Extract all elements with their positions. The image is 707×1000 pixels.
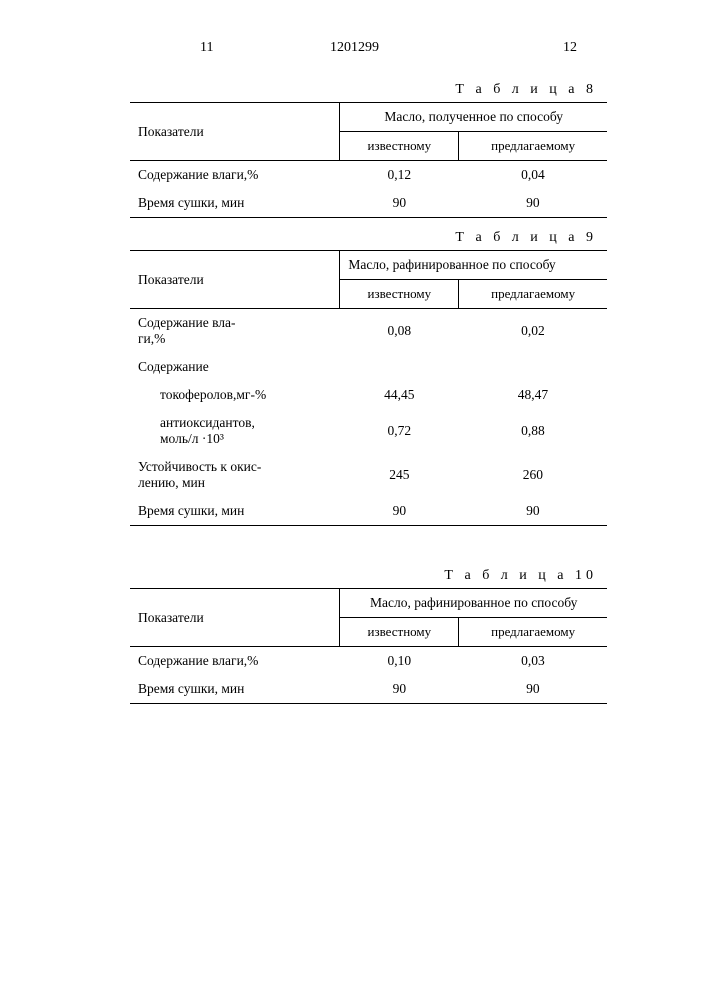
table9-col-known: известному <box>340 280 459 309</box>
row-known: 0,08 <box>340 309 459 354</box>
row-label: антиоксидантов,моль/л ·10³ <box>130 409 340 453</box>
row-known <box>340 353 459 381</box>
table-row: Содержание влаги,% 0,12 0,04 <box>130 161 607 190</box>
table8: Показатели Масло, полученное по способу … <box>130 102 607 218</box>
row-label: Содержание вла-ги,% <box>130 309 340 354</box>
table8-col-param: Показатели <box>130 103 340 161</box>
row-label: Время сушки, мин <box>130 675 340 704</box>
table9-col-param: Показатели <box>130 251 340 309</box>
row-label: Время сушки, мин <box>130 497 340 526</box>
table-row: антиоксидантов,моль/л ·10³ 0,72 0,88 <box>130 409 607 453</box>
table-row: Устойчивость к окис-лению, мин 245 260 <box>130 453 607 497</box>
page-header: 11 1201299 12 <box>130 40 607 70</box>
row-known: 0,10 <box>340 647 459 676</box>
table8-col-group: Масло, полученное по способу <box>340 103 607 132</box>
table10-caption: Т а б л и ц а 10 <box>130 568 597 584</box>
row-proposed: 90 <box>459 675 607 704</box>
table8-col-proposed: предлагаемому <box>459 132 607 161</box>
row-known: 0,12 <box>340 161 459 190</box>
table-row: Содержание вла-ги,% 0,08 0,02 <box>130 309 607 354</box>
row-proposed: 0,03 <box>459 647 607 676</box>
row-label: Время сушки, мин <box>130 189 340 218</box>
row-label: Содержание <box>130 353 340 381</box>
table9-col-proposed: предлагаемому <box>459 280 607 309</box>
row-proposed: 260 <box>459 453 607 497</box>
row-proposed: 48,47 <box>459 381 607 409</box>
page-number-left: 11 <box>200 40 213 56</box>
row-known: 90 <box>340 189 459 218</box>
row-known: 90 <box>340 497 459 526</box>
table10: Показатели Масло, рафинированное по спос… <box>130 588 607 704</box>
row-proposed: 0,02 <box>459 309 607 354</box>
row-proposed: 90 <box>459 497 607 526</box>
row-label: токоферолов,мг-% <box>130 381 340 409</box>
row-label: Содержание влаги,% <box>130 161 340 190</box>
table8-caption: Т а б л и ц а 8 <box>130 82 597 98</box>
table-row: Время сушки, мин 90 90 <box>130 675 607 704</box>
row-proposed: 0,04 <box>459 161 607 190</box>
page-number-right: 12 <box>563 40 577 56</box>
row-label: Устойчивость к окис-лению, мин <box>130 453 340 497</box>
table10-col-param: Показатели <box>130 589 340 647</box>
table-row: Содержание <box>130 353 607 381</box>
table10-col-proposed: предлагаемому <box>459 618 607 647</box>
table-row: Содержание влаги,% 0,10 0,03 <box>130 647 607 676</box>
document-number: 1201299 <box>330 40 379 56</box>
row-label: Содержание влаги,% <box>130 647 340 676</box>
row-known: 44,45 <box>340 381 459 409</box>
table8-col-known: известному <box>340 132 459 161</box>
row-proposed: 90 <box>459 189 607 218</box>
table9-caption: Т а б л и ц а 9 <box>130 230 597 246</box>
row-proposed <box>459 353 607 381</box>
row-known: 0,72 <box>340 409 459 453</box>
row-proposed: 0,88 <box>459 409 607 453</box>
table-row: Время сушки, мин 90 90 <box>130 189 607 218</box>
table-row: Время сушки, мин 90 90 <box>130 497 607 526</box>
table-row: токоферолов,мг-% 44,45 48,47 <box>130 381 607 409</box>
row-known: 90 <box>340 675 459 704</box>
table10-col-group: Масло, рафинированное по способу <box>340 589 607 618</box>
row-known: 245 <box>340 453 459 497</box>
table9-col-group: Масло, рафинированное по способу <box>340 251 607 280</box>
table9: Показатели Масло, рафинированное по спос… <box>130 250 607 526</box>
table10-col-known: известному <box>340 618 459 647</box>
